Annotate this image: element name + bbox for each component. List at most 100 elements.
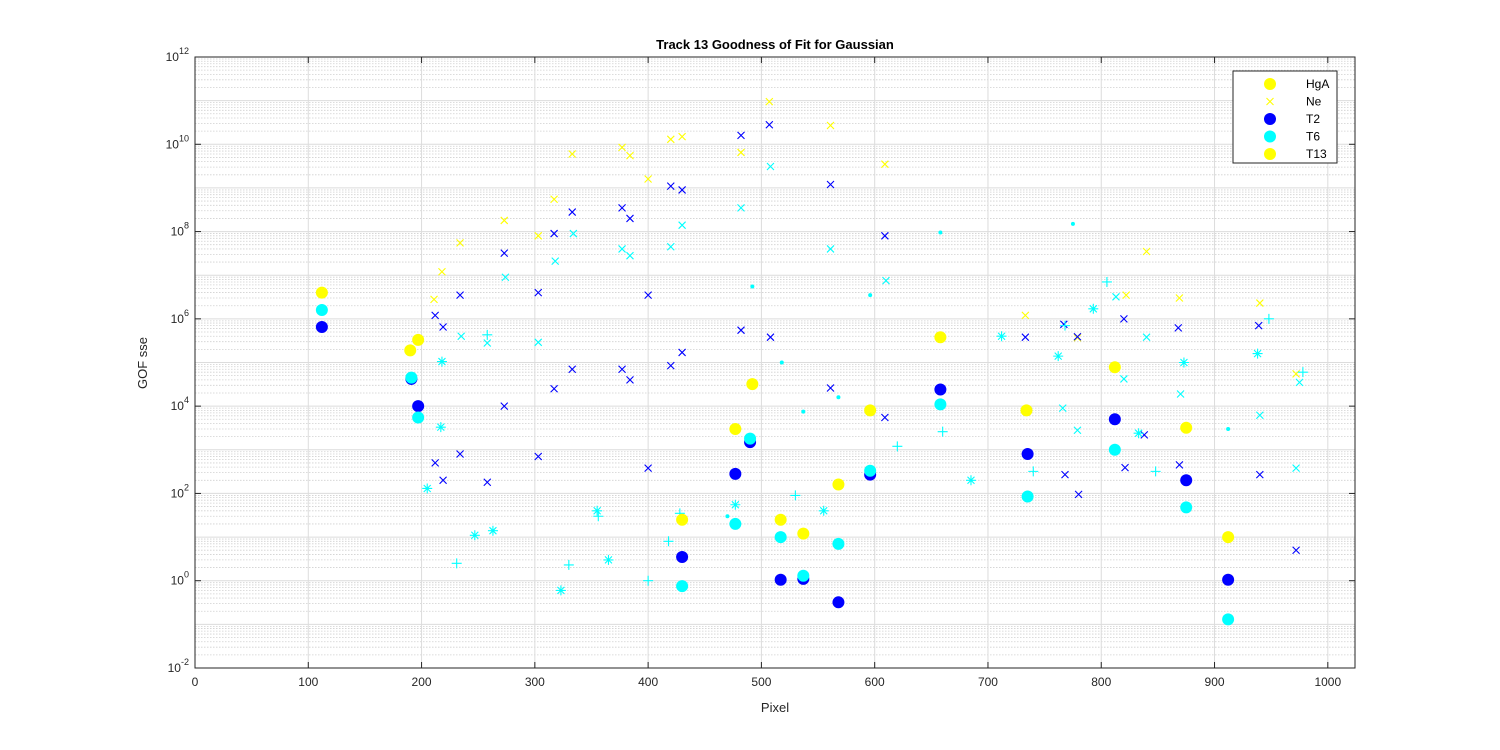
x-tick-label: 900 (1205, 675, 1225, 689)
data-point (643, 575, 654, 586)
data-point (666, 242, 675, 251)
y-tick-label: 104 (171, 395, 189, 413)
data-point (439, 323, 447, 331)
x-tick-label: 1000 (1314, 675, 1341, 689)
data-point (534, 452, 543, 461)
data-point (996, 331, 1007, 342)
data-point (435, 422, 446, 433)
data-point (592, 505, 603, 516)
x-tick-label: 800 (1091, 675, 1111, 689)
data-point (666, 182, 675, 191)
data-point (1254, 321, 1263, 330)
plot-frame (194, 56, 1356, 669)
data-point (315, 321, 328, 334)
data-point (797, 527, 810, 540)
legend-label: T2 (1306, 112, 1320, 126)
data-point (826, 245, 835, 253)
data-point (1255, 411, 1264, 420)
series-plus (451, 276, 1308, 586)
data-point (880, 160, 889, 169)
data-point (618, 365, 626, 374)
y-tick-label: 100 (171, 570, 189, 588)
data-point (1021, 448, 1034, 461)
legend-marker (1264, 148, 1276, 160)
data-point (1292, 369, 1300, 378)
data-point (818, 505, 829, 516)
data-point (482, 329, 493, 340)
data-point (934, 398, 947, 411)
data-point (644, 175, 653, 183)
data-point (568, 208, 577, 216)
data-point (868, 293, 873, 298)
data-point (1073, 333, 1082, 342)
data-point (500, 249, 509, 258)
data-point (550, 229, 558, 238)
x-tick-label: 0 (192, 675, 199, 689)
data-point (451, 558, 462, 569)
x-tick-label: 400 (638, 675, 658, 689)
data-point (678, 132, 686, 141)
data-point (1021, 311, 1030, 320)
data-point (766, 162, 775, 171)
data-point (826, 384, 835, 392)
data-point (934, 383, 947, 396)
data-point (1142, 247, 1151, 256)
y-tick-labels: 10-2 100 102 104 106 108 1010 1012 (166, 46, 189, 675)
data-point (1175, 461, 1184, 469)
data-point (404, 344, 417, 357)
data-point (676, 513, 689, 526)
data-point (593, 511, 604, 522)
data-point (469, 530, 480, 541)
data-point (1226, 426, 1231, 431)
data-point (1263, 313, 1274, 324)
data-point (438, 267, 446, 276)
data-point (618, 143, 626, 152)
chart-title: Track 13 Goodness of Fit for Gaussian (656, 37, 894, 52)
series-dot (725, 221, 1231, 519)
data-point (1020, 404, 1033, 417)
data-point (1122, 291, 1131, 300)
y-tick-label: 108 (171, 221, 189, 239)
data-point (1108, 413, 1121, 426)
data-marks (315, 97, 1308, 626)
data-point (832, 478, 845, 491)
data-point (938, 230, 943, 235)
data-point (626, 214, 634, 223)
data-point (1178, 357, 1189, 368)
data-point (1255, 299, 1264, 307)
data-point (1101, 276, 1112, 287)
data-point (1222, 573, 1235, 586)
data-point (737, 131, 745, 140)
data-point (412, 333, 425, 346)
data-point (826, 180, 835, 189)
data-point (1073, 332, 1082, 341)
data-point (663, 536, 674, 547)
x-tick-label: 500 (751, 675, 771, 689)
data-point (534, 288, 543, 297)
data-point (864, 464, 877, 477)
series-x (431, 120, 1300, 555)
data-point (603, 554, 614, 565)
x-tick-labels: 0 100 200 300 400 500 600 700 800 900 1000 (192, 675, 1342, 689)
data-point (1112, 292, 1120, 301)
data-point (737, 326, 745, 335)
data-point (730, 499, 741, 510)
data-point (1088, 303, 1099, 314)
data-point (1252, 348, 1263, 359)
data-point (550, 195, 558, 204)
data-point (1074, 490, 1083, 499)
data-point (1180, 421, 1193, 434)
data-point (405, 371, 418, 384)
data-point (666, 135, 675, 144)
x-tick-label: 700 (978, 675, 998, 689)
data-point (678, 186, 686, 194)
data-point (832, 596, 845, 609)
data-point (1108, 443, 1121, 456)
data-point (456, 450, 464, 458)
data-point (626, 151, 634, 160)
data-point (676, 550, 689, 563)
data-point (483, 478, 492, 487)
data-point (550, 384, 558, 393)
data-point (774, 513, 787, 526)
y-tick-label: 1012 (166, 46, 189, 64)
